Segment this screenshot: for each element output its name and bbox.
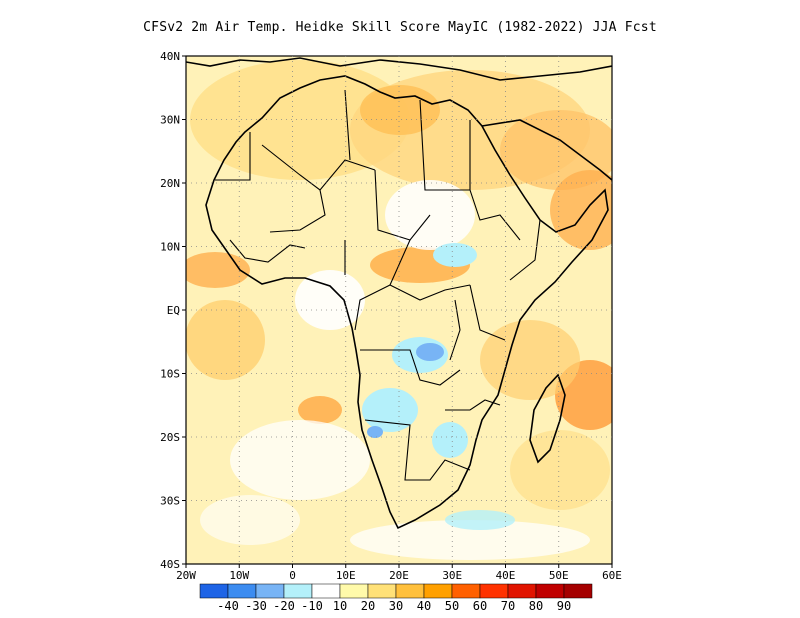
colorbar-swatch [395, 583, 425, 599]
map-title: CFSv2 2m Air Temp. Heidke Skill Score Ma… [143, 20, 657, 35]
colorbar-label: 10 [333, 599, 347, 613]
colorbar-label: 70 [501, 599, 515, 613]
lon-label: 60E [602, 569, 622, 582]
colorbar-swatch [283, 583, 313, 599]
colorbar-label: 60 [473, 599, 487, 613]
lon-label: 50E [549, 569, 569, 582]
lat-label: 30N [160, 114, 180, 127]
gridlines [186, 56, 612, 564]
colorbar-label: -10 [301, 599, 323, 613]
colorbar-label: 80 [529, 599, 543, 613]
lon-label: 0 [289, 569, 296, 582]
colorbar-swatch [255, 583, 285, 599]
colorbar-swatch [339, 583, 369, 599]
colorbar-swatch [451, 583, 481, 599]
lat-label: 20S [160, 431, 180, 444]
lat-label: 10S [160, 368, 180, 381]
coastlines [186, 57, 612, 530]
colorbar-label: 50 [445, 599, 459, 613]
lat-label: 40N [160, 50, 180, 63]
lon-label: 40E [496, 569, 516, 582]
colorbar-swatch [507, 583, 537, 599]
lon-label: 20W [176, 569, 196, 582]
colorbar-swatch [563, 583, 593, 599]
lon-label: 20E [389, 569, 409, 582]
colorbar-label: 40 [417, 599, 431, 613]
colorbar-label: 20 [361, 599, 375, 613]
colorbar-swatch [227, 583, 257, 599]
lat-label: 20N [160, 177, 180, 190]
lat-label: EQ [167, 304, 180, 317]
colorbar-swatch [199, 583, 229, 599]
country-borders [215, 89, 541, 481]
colorbar-swatch [479, 583, 509, 599]
lon-axis: 20W 10W 0 10E 20E 30E 40E 50E 60E [176, 564, 622, 582]
lon-label: 10E [336, 569, 356, 582]
lat-label: 40S [160, 558, 180, 571]
colorbar-label: -30 [245, 599, 267, 613]
lat-label: 30S [160, 495, 180, 508]
colorbar-label: -20 [273, 599, 295, 613]
skill-field [186, 56, 612, 564]
lon-label: 10W [229, 569, 249, 582]
colorbar-label: 90 [557, 599, 571, 613]
colorbar: -40 -30 -20 -10 10 20 30 40 50 60 70 80 90 [199, 583, 593, 613]
lon-label: 30E [442, 569, 462, 582]
colorbar-swatch [311, 583, 341, 599]
lat-label: 10N [160, 241, 180, 254]
lat-axis: 40N 30N 20N 10N EQ 10S 20S 30S 40S [160, 50, 186, 571]
colorbar-swatch [423, 583, 453, 599]
colorbar-swatch [535, 583, 565, 599]
colorbar-label: 30 [389, 599, 403, 613]
colorbar-swatch [367, 583, 397, 599]
colorbar-label: -40 [217, 599, 239, 613]
